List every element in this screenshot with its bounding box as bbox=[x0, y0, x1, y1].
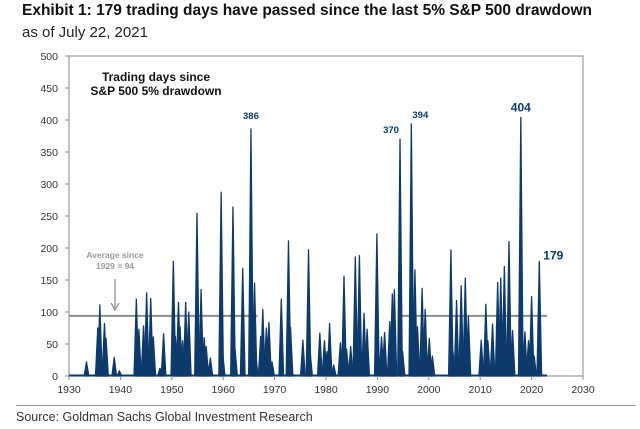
spike bbox=[343, 348, 350, 377]
spike bbox=[239, 267, 246, 377]
x-axis: 1930 1940 1950 1960 1970 1980 1990 2000 2010 2020… bbox=[57, 376, 595, 396]
spike bbox=[356, 255, 363, 377]
spike bbox=[265, 321, 272, 377]
spike bbox=[287, 326, 294, 377]
x-tick-label: 2010 bbox=[469, 384, 493, 396]
peak-label: 404 bbox=[511, 100, 531, 114]
spike bbox=[96, 304, 103, 377]
spike bbox=[478, 339, 485, 377]
spike bbox=[203, 345, 210, 377]
spike bbox=[536, 260, 543, 377]
source-divider bbox=[16, 405, 636, 406]
spike bbox=[116, 370, 123, 377]
spike bbox=[465, 315, 472, 377]
y-tick-label: 350 bbox=[40, 147, 58, 159]
spike bbox=[83, 361, 90, 377]
spike bbox=[364, 328, 371, 377]
spike bbox=[399, 351, 406, 377]
spike bbox=[489, 323, 496, 377]
x-tick-label: 2030 bbox=[571, 384, 595, 396]
y-tick-label: 150 bbox=[40, 275, 58, 287]
y-tick-label: 400 bbox=[40, 115, 58, 127]
spike bbox=[408, 123, 415, 377]
spike bbox=[253, 359, 260, 377]
source-note: Source: Goldman Sachs Global Investment … bbox=[16, 410, 313, 424]
series-spikes bbox=[69, 116, 548, 377]
y-axis: 0 50 100 150 200 250 300 350 400 450 500 bbox=[40, 51, 69, 383]
spike bbox=[521, 331, 528, 377]
spike bbox=[103, 337, 109, 377]
x-tick-label: 1950 bbox=[160, 384, 184, 396]
spike bbox=[453, 299, 460, 377]
spike bbox=[218, 191, 225, 377]
spike bbox=[185, 311, 192, 377]
arrow-down-icon bbox=[110, 279, 120, 312]
spike bbox=[509, 329, 516, 377]
spike bbox=[111, 356, 118, 377]
spike bbox=[347, 345, 354, 377]
spike bbox=[391, 288, 398, 377]
y-tick-label: 100 bbox=[40, 307, 58, 319]
y-tick-label: 300 bbox=[40, 179, 58, 191]
x-tick-label: 1980 bbox=[314, 384, 338, 396]
spike bbox=[429, 355, 436, 377]
spike bbox=[143, 292, 150, 377]
spike bbox=[330, 364, 337, 377]
spike bbox=[373, 233, 380, 377]
spike bbox=[484, 340, 491, 377]
spike bbox=[352, 256, 359, 377]
spike bbox=[198, 288, 205, 377]
spike bbox=[207, 357, 214, 377]
peak-label: 370 bbox=[383, 125, 399, 136]
spike bbox=[414, 326, 421, 377]
y-tick-label: 250 bbox=[40, 211, 58, 223]
x-tick-label: 1940 bbox=[109, 384, 133, 396]
spike bbox=[160, 333, 167, 377]
spike bbox=[269, 361, 275, 377]
x-tick-label: 2000 bbox=[417, 384, 441, 396]
x-tick-label: 1990 bbox=[366, 384, 390, 396]
inset-title-line-2: S&P 500 5% drawdown bbox=[90, 84, 221, 98]
y-tick-label: 450 bbox=[40, 83, 58, 95]
spike bbox=[150, 336, 157, 377]
peak-labels: 386 370 394 404 179 bbox=[243, 100, 564, 262]
spike bbox=[458, 285, 465, 377]
spike bbox=[506, 240, 512, 377]
average-label-line-1: Average since bbox=[86, 250, 144, 260]
spike bbox=[135, 328, 142, 377]
spike bbox=[247, 128, 254, 377]
y-tick-label: 50 bbox=[46, 339, 58, 351]
peak-label: 386 bbox=[243, 111, 259, 122]
spike bbox=[397, 138, 403, 377]
spike bbox=[531, 355, 538, 377]
spike bbox=[381, 331, 388, 377]
spike bbox=[307, 351, 314, 377]
peak-label: 394 bbox=[412, 110, 429, 121]
inset-title-line-1: Trading days since bbox=[102, 70, 210, 84]
spike bbox=[422, 308, 429, 377]
spike bbox=[326, 322, 333, 377]
spike bbox=[501, 265, 508, 377]
x-tick-label: 2020 bbox=[520, 384, 544, 396]
spike bbox=[278, 298, 285, 377]
spike bbox=[517, 116, 524, 377]
spike bbox=[194, 212, 200, 377]
spike bbox=[299, 339, 306, 377]
spike bbox=[219, 352, 226, 377]
x-tick-label: 1930 bbox=[57, 384, 81, 396]
y-tick-label: 200 bbox=[40, 243, 58, 255]
average-label-line-2: 1929 = 94 bbox=[96, 261, 134, 271]
chart-subtitle: as of July 22, 2021 bbox=[22, 24, 148, 41]
spike bbox=[232, 348, 238, 377]
spike bbox=[259, 308, 266, 377]
peak-label: 179 bbox=[543, 248, 563, 262]
chart-title: Exhibit 1: 179 trading days have passed … bbox=[22, 2, 592, 19]
y-tick-label: 0 bbox=[52, 371, 58, 383]
x-tick-label: 1970 bbox=[263, 384, 287, 396]
spike bbox=[316, 332, 323, 377]
y-tick-label: 500 bbox=[40, 51, 58, 63]
x-tick-label: 1960 bbox=[212, 384, 236, 396]
spike bbox=[426, 337, 433, 377]
